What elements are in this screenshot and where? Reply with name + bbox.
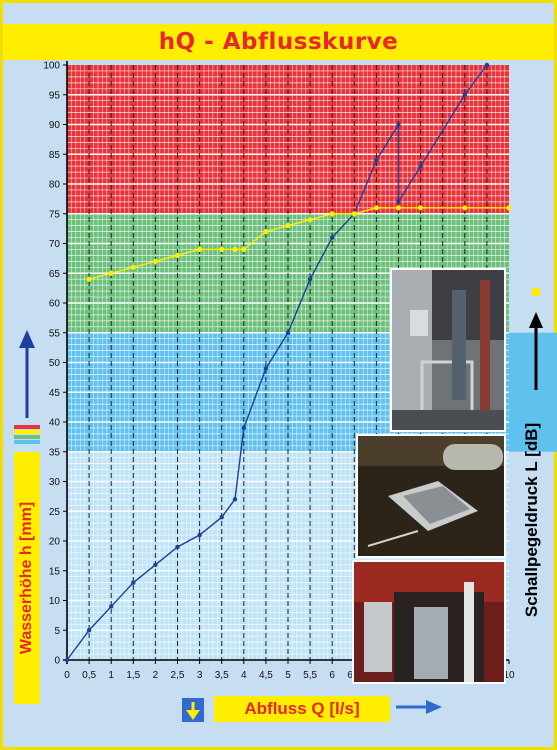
chart-title: hQ - Abflusskurve bbox=[158, 29, 399, 55]
x-tick-label: 10 bbox=[503, 670, 515, 681]
flow-curve-point bbox=[86, 628, 92, 633]
y-tick-label: 25 bbox=[49, 507, 61, 518]
x-tick-label: 6 bbox=[329, 670, 335, 681]
photo-pipe-outlet bbox=[352, 560, 506, 684]
flow-curve-point bbox=[374, 158, 379, 163]
flow-curve-point bbox=[232, 497, 238, 502]
sound-curve-point bbox=[462, 205, 468, 211]
flow-curve-point bbox=[263, 366, 269, 371]
flow-curve-point bbox=[64, 657, 70, 663]
flow-curve-point bbox=[219, 515, 224, 520]
color-legend-icon bbox=[14, 430, 40, 434]
sound-curve-point bbox=[130, 264, 136, 270]
y-axis-label: Wasserhöhe h [mm] bbox=[18, 501, 35, 655]
flow-curve-point bbox=[197, 532, 202, 538]
color-legend-icon bbox=[14, 425, 40, 429]
flow-curve-point bbox=[241, 425, 246, 431]
y-tick-label: 55 bbox=[49, 328, 61, 339]
color-legend-icon bbox=[14, 445, 40, 449]
x-tick-label: 3 bbox=[197, 670, 203, 681]
x-tick-label: 4 bbox=[241, 670, 247, 681]
flow-curve-point bbox=[109, 604, 114, 609]
sound-curve-point bbox=[506, 205, 512, 211]
sound-curve-point bbox=[263, 229, 269, 235]
y-tick-label: 0 bbox=[54, 656, 60, 667]
flow-curve-point bbox=[330, 235, 335, 240]
sound-curve-point bbox=[418, 205, 424, 211]
y-tick-label: 65 bbox=[49, 269, 61, 280]
color-legend-icon bbox=[14, 440, 40, 444]
y-tick-label: 100 bbox=[43, 61, 60, 72]
y-tick-label: 95 bbox=[49, 90, 61, 101]
y-tick-label: 40 bbox=[49, 418, 61, 429]
flow-curve-point bbox=[175, 544, 180, 550]
y-tick-label: 60 bbox=[49, 299, 61, 310]
x-tick-label: 4,5 bbox=[259, 670, 273, 681]
x-tick-label: 1 bbox=[108, 670, 114, 681]
sound-curve-point bbox=[395, 205, 402, 211]
sound-curve-point bbox=[329, 211, 335, 217]
x-tick-label: 2 bbox=[153, 670, 159, 681]
color-legend-icon bbox=[14, 435, 40, 439]
sound-curve-point bbox=[307, 217, 313, 223]
sound-curve-point bbox=[108, 270, 114, 276]
flow-curve-point bbox=[462, 92, 467, 97]
y-tick-label: 20 bbox=[49, 537, 61, 548]
y-tick-label: 45 bbox=[49, 388, 61, 399]
y-tick-label: 50 bbox=[49, 358, 61, 369]
arrow-right-icon bbox=[426, 700, 442, 714]
y-axis-label-box: Wasserhöhe h [mm] bbox=[14, 452, 40, 704]
sound-curve-point bbox=[197, 246, 203, 253]
flow-curve-point bbox=[153, 562, 158, 567]
sound-curve-point bbox=[351, 211, 357, 217]
arrow-down-icon bbox=[186, 710, 200, 720]
sound-curve-point bbox=[152, 258, 158, 264]
y-tick-label: 75 bbox=[49, 209, 61, 220]
series-layer bbox=[64, 62, 512, 663]
y2-axis-label-box: Schallpegeldruck L [dB] bbox=[520, 380, 544, 660]
x-axis-label-box: Abfluss Q [l/s] bbox=[214, 696, 390, 722]
arrow-up-icon bbox=[19, 330, 35, 348]
flow-curve-point bbox=[285, 330, 291, 335]
sound-curve-point bbox=[174, 252, 181, 258]
y-tick-label: 10 bbox=[49, 596, 61, 607]
title-bar: hQ - Abflusskurve bbox=[3, 24, 554, 60]
y-tick-label: 85 bbox=[49, 150, 61, 161]
y-tick-label: 70 bbox=[49, 239, 61, 250]
sound-curve-point bbox=[241, 246, 247, 253]
photo-installation bbox=[390, 268, 506, 432]
y-tick-label: 35 bbox=[49, 447, 61, 458]
y2-axis-label: Schallpegeldruck L [dB] bbox=[522, 422, 541, 618]
arrow-up-icon bbox=[529, 312, 543, 328]
x-tick-label: 3,5 bbox=[215, 670, 229, 681]
y-tick-label: 90 bbox=[49, 120, 61, 131]
y-tick-label: 5 bbox=[54, 626, 60, 637]
flow-curve-point bbox=[418, 163, 423, 169]
sound-curve-point bbox=[219, 246, 225, 253]
y-tick-label: 80 bbox=[49, 180, 61, 191]
sound-curve-point bbox=[86, 276, 92, 282]
x-tick-label: 5,5 bbox=[303, 670, 317, 681]
photo-sensor-device bbox=[356, 434, 506, 558]
yellow-marker-icon bbox=[532, 288, 540, 296]
sound-curve-point bbox=[373, 205, 379, 211]
zone-blue-extension bbox=[509, 332, 557, 452]
decorations bbox=[14, 288, 543, 722]
sound-curve-point bbox=[232, 246, 238, 253]
flow-curve-point bbox=[396, 122, 401, 127]
flow-curve-point bbox=[396, 199, 401, 205]
x-tick-label: 2,5 bbox=[171, 670, 185, 681]
x-tick-label: 1,5 bbox=[126, 670, 140, 681]
x-tick-label: 0 bbox=[64, 670, 70, 681]
flow-curve-point bbox=[131, 580, 136, 585]
x-tick-label: 5 bbox=[285, 670, 291, 681]
y-tick-label: 15 bbox=[49, 566, 61, 577]
x-axis-label: Abfluss Q [l/s] bbox=[244, 699, 360, 718]
flow-curve-point bbox=[307, 277, 313, 282]
y-tick-label: 30 bbox=[49, 477, 61, 488]
x-tick-label: 0,5 bbox=[82, 670, 96, 681]
sound-curve-point bbox=[285, 223, 291, 229]
flow-curve-point bbox=[484, 62, 490, 68]
y-tick-labels: 0 5 10 15 20 25 30 35 40 45 50 55 60 65 70 75 80 85 90 95 10… bbox=[43, 61, 60, 667]
